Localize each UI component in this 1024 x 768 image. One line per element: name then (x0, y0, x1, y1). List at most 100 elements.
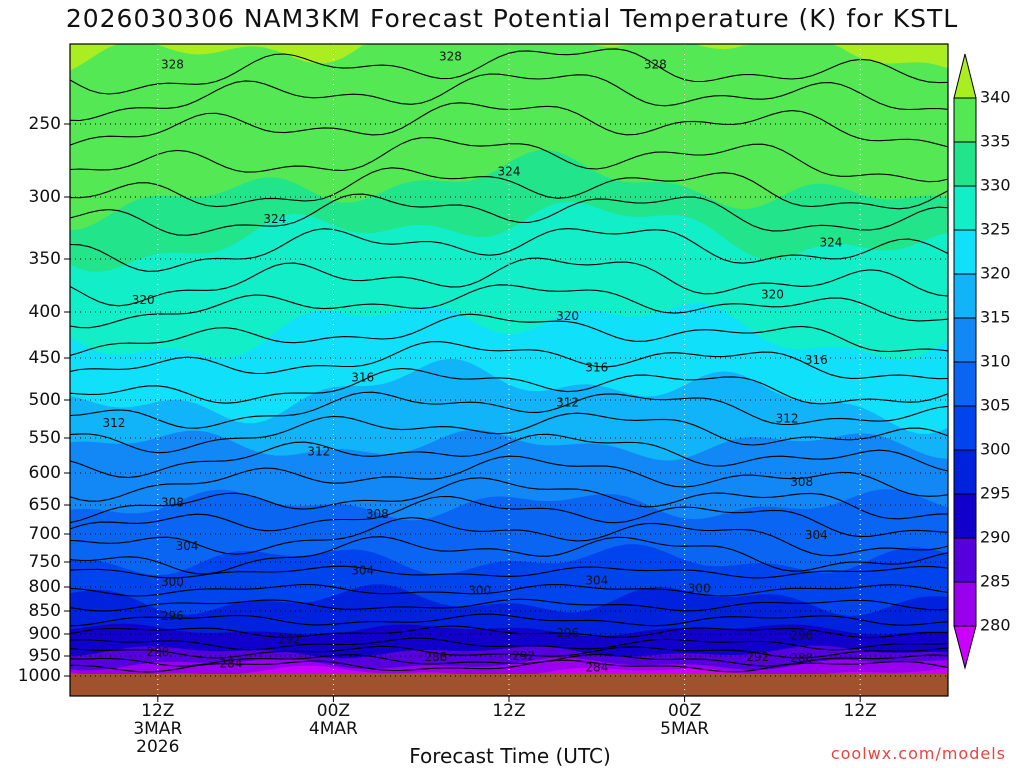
contour-label: 320 (556, 309, 579, 323)
y-tick-label: 700 (29, 524, 61, 544)
colorbar-label: 340 (980, 88, 1011, 107)
y-tick-label: 300 (29, 187, 61, 207)
contour-line (70, 367, 948, 405)
contour-line (70, 412, 948, 454)
contour-line (70, 391, 948, 429)
contour-line (70, 137, 948, 183)
y-tick-label: 550 (29, 428, 61, 448)
contour-label: 320 (132, 293, 155, 307)
contour-label: 304 (351, 564, 374, 578)
contour-label: 300 (161, 575, 184, 589)
x-tick-label: 3MAR (133, 719, 182, 739)
contour-line (70, 565, 948, 579)
y-tick-label: 900 (29, 624, 61, 644)
contour-label: 284 (585, 661, 608, 675)
contour-label: 308 (366, 507, 389, 521)
contour-labels: 328 328 328 324 324 324 320 320 320 316 316 316 312 3… (102, 49, 842, 674)
x-tick-label: 12Z (492, 701, 525, 721)
y-tick-label: 1000 (18, 666, 61, 686)
colorbar-segment (953, 493, 977, 539)
y-tick-label: 600 (29, 463, 61, 483)
y-tick-label: 650 (29, 495, 61, 515)
x-tick-label: 5MAR (660, 719, 709, 739)
contour-line (70, 653, 948, 667)
colorbar-segment (953, 317, 977, 363)
contour-label: 296 (556, 626, 579, 640)
y-tick-label: 750 (29, 552, 61, 572)
contour-label: 296 (161, 609, 184, 623)
contour-label: 312 (556, 396, 579, 410)
x-tick-label: 12Z (844, 701, 877, 721)
x-tick-label: 00Z (317, 701, 350, 721)
colorbar-label: 295 (980, 484, 1011, 503)
contour-line (70, 477, 948, 524)
y-tick-label: 950 (29, 646, 61, 666)
contour-line (70, 536, 948, 575)
contour-label: 316 (351, 371, 374, 385)
colorbar-segment (953, 53, 977, 99)
contour-label: 324 (498, 165, 521, 179)
colorbar-segment (953, 625, 977, 670)
contour-line (70, 193, 948, 236)
colorbar-label: 325 (980, 220, 1011, 239)
colorbar-segment (953, 97, 977, 143)
contour-line (70, 625, 948, 639)
y-tick-label: 850 (29, 601, 61, 621)
contour-label: 292 (278, 633, 301, 647)
colorbar-segment (953, 273, 977, 319)
y-tick-label: 400 (29, 302, 61, 322)
y-tick-label: 350 (29, 249, 61, 269)
colorbar-segment (953, 537, 977, 583)
colorbar-label: 335 (980, 132, 1011, 151)
colorbar-label: 315 (980, 308, 1011, 327)
contour-label: 312 (307, 445, 330, 459)
contour-label: 300 (688, 581, 711, 595)
contour-line (70, 495, 948, 538)
y-axis: 250 300 350 400 450 500 550 600 650 700 750 800 850 9… (18, 114, 70, 686)
contour-label: 288 (424, 650, 447, 664)
contour-line (70, 341, 948, 380)
contour-label: 324 (819, 235, 842, 249)
color-bands (70, 44, 948, 674)
contour-line (70, 313, 948, 357)
colorbar-segment (953, 449, 977, 495)
x-tick-label: 12Z (141, 701, 174, 721)
colorbar-label: 300 (980, 440, 1011, 459)
colorbar-segment (953, 581, 977, 627)
colorbar: 280 285 290 295 300 305 310 315 320 325 330 335 340 (953, 53, 1011, 670)
colorbar-label: 290 (980, 528, 1011, 547)
colorbar-segment (953, 141, 977, 187)
contour-label: 308 (790, 475, 813, 489)
contour-label: 304 (176, 539, 199, 553)
colorbar-segment (953, 185, 977, 231)
credit-text: coolwx.com/models (830, 744, 1006, 763)
contour-line (70, 455, 948, 502)
contour-label: 312 (776, 412, 799, 426)
colorbar-label: 330 (980, 176, 1011, 195)
contour-label: 304 (585, 574, 608, 588)
contour-label: 304 (805, 528, 828, 542)
colorbar-label: 285 (980, 572, 1011, 591)
contour-label: 288 (146, 645, 169, 659)
contour-label: 284 (220, 657, 243, 671)
contour-label: 300 (468, 583, 491, 597)
colorbar-label: 310 (980, 352, 1011, 371)
x-tick-label: 00Z (668, 701, 701, 721)
contour-label: 316 (805, 353, 828, 367)
contour-label: 320 (761, 288, 784, 302)
y-tick-label: 800 (29, 577, 61, 597)
contour-line (70, 583, 948, 597)
contour-label: 328 (439, 49, 462, 63)
contour-label: 328 (644, 57, 667, 71)
contour-line (70, 48, 948, 95)
contour-label: 324 (263, 212, 286, 226)
contour-label: 316 (585, 361, 608, 375)
colorbar-segment (953, 361, 977, 407)
x-axis-title: Forecast Time (UTC) (409, 744, 611, 768)
x-tick-label: 2026 (136, 737, 179, 757)
contour-line (70, 433, 948, 479)
contour-label: 308 (161, 496, 184, 510)
contour-line (70, 659, 948, 673)
